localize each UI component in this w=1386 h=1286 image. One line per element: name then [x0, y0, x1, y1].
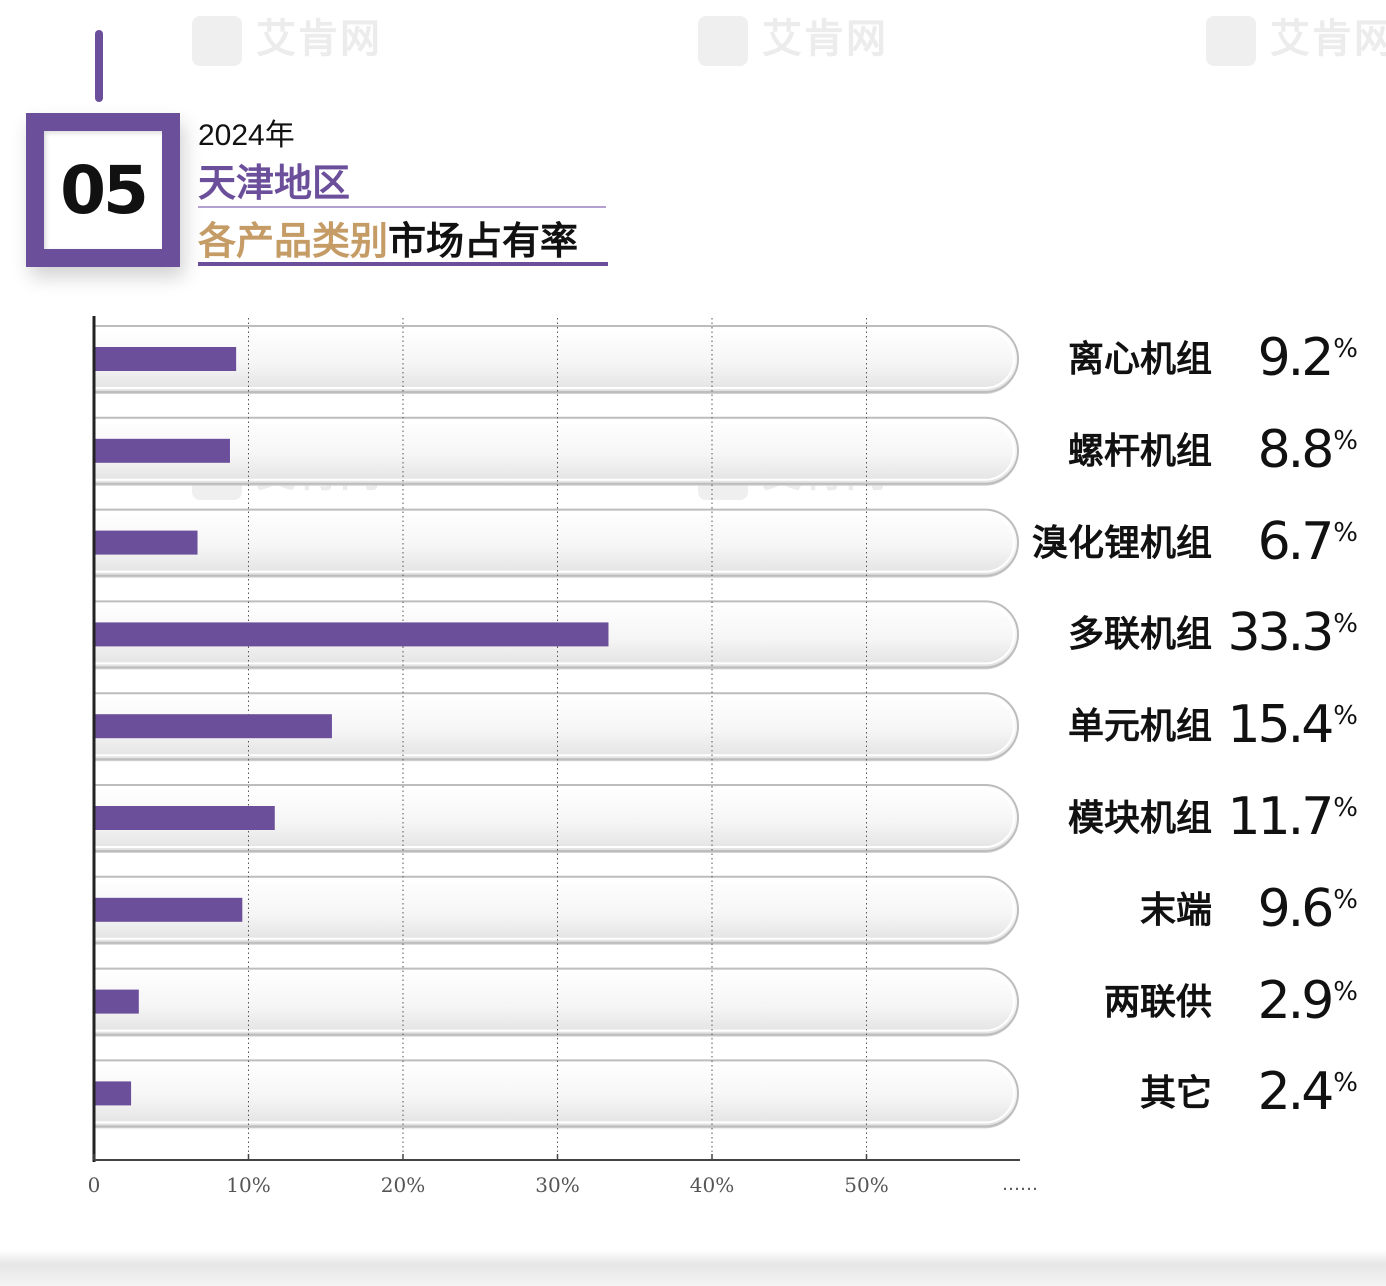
category-label: 单元机组: [1067, 705, 1212, 748]
x-tick-label: 20%: [381, 1173, 425, 1197]
category-label: 其它: [1139, 1072, 1212, 1115]
bar-4: [94, 622, 609, 647]
category-label: 模块机组: [1067, 797, 1212, 839]
value-number: 15.4: [1227, 695, 1335, 756]
title-underline: [198, 262, 608, 266]
category-label: 末端: [1139, 888, 1212, 931]
value-label: 9.6%: [1258, 883, 1358, 935]
value-number: 6.7: [1257, 511, 1335, 572]
title-divider: [198, 206, 606, 208]
value-number: 2.4: [1257, 1062, 1335, 1123]
watermark: 艾肯网: [698, 6, 888, 66]
bar-track: [93, 416, 1019, 485]
title-year: 2024年: [198, 119, 295, 152]
watermark-logo-icon: [1206, 16, 1256, 66]
bar-track: [93, 325, 1019, 393]
value-unit: %: [1333, 334, 1358, 364]
value-label: 2.4%: [1258, 1066, 1358, 1118]
value-number: 8.8: [1257, 419, 1335, 480]
category-label: 离心机组: [1067, 338, 1212, 380]
bar-track: [93, 784, 1019, 852]
watermark-logo-icon: [698, 16, 748, 66]
bar-track: [93, 508, 1019, 577]
bar-track-highlight: [94, 329, 1015, 389]
bar-5: [94, 714, 332, 739]
x-tick-label: 10%: [226, 1173, 270, 1197]
category-label: 溴化锂机组: [1031, 521, 1212, 564]
bar-7: [94, 897, 243, 922]
x-tick-label: 50%: [844, 1173, 888, 1197]
bar-track: [93, 1059, 1019, 1128]
value-unit: %: [1333, 793, 1358, 823]
bar-8: [94, 989, 139, 1014]
value-number: 11.7: [1227, 787, 1335, 847]
bar-track-highlight: [94, 1063, 1015, 1124]
category-label: 两联供: [1103, 980, 1212, 1023]
watermark: 艾肯网: [1206, 6, 1386, 66]
value-unit: %: [1333, 701, 1358, 732]
bar-track-highlight: [94, 971, 1015, 1032]
value-unit: %: [1333, 517, 1358, 548]
page-title: 各产品类别市场占有率: [198, 210, 578, 265]
value-unit: %: [1333, 884, 1358, 915]
title-part-share: 市场占有率: [388, 219, 579, 263]
category-label: 多联机组: [1067, 613, 1212, 656]
title-region: 天津地区: [198, 161, 351, 205]
section-badge: 05: [26, 113, 180, 267]
section-number: 05: [60, 151, 149, 229]
x-tick-label: 30%: [535, 1173, 579, 1197]
value-unit: %: [1333, 976, 1358, 1007]
bar-track: [93, 875, 1019, 944]
value-number: 9.2: [1257, 328, 1335, 388]
section-badge-inner: 05: [44, 131, 162, 249]
bar-track-highlight: [94, 879, 1015, 940]
value-number: 2.9: [1257, 970, 1335, 1031]
bar-track-highlight: [94, 512, 1015, 573]
bar-track-highlight: [94, 788, 1015, 848]
watermark-logo-icon: [192, 16, 242, 66]
value-unit: %: [1333, 425, 1358, 456]
value-label: 8.8%: [1258, 424, 1358, 476]
x-tick-label: 0: [88, 1173, 101, 1197]
bar-track-highlight: [94, 604, 1015, 665]
bar-track: [93, 967, 1019, 1036]
value-unit: %: [1333, 1068, 1358, 1099]
value-label: 11.7%: [1228, 791, 1359, 843]
bar-track-highlight: [94, 420, 1015, 481]
value-label: 6.7%: [1258, 516, 1358, 568]
bar-1: [94, 347, 237, 371]
bar-2: [94, 438, 230, 463]
x-tick-label: 40%: [690, 1173, 734, 1197]
x-axis-continuation: ……: [1002, 1174, 1038, 1195]
badge-stem: [95, 30, 103, 102]
bar-6: [94, 806, 275, 830]
title-part-category: 各产品类别: [198, 219, 389, 263]
value-label: 33.3%: [1228, 607, 1359, 659]
value-label: 2.9%: [1258, 975, 1358, 1027]
bar-3: [94, 530, 198, 555]
value-number: 33.3: [1227, 603, 1335, 664]
bottom-shadow: [0, 1250, 1386, 1286]
watermark: 艾肯网: [192, 6, 382, 66]
value-unit: %: [1333, 609, 1358, 640]
bar-track-highlight: [94, 696, 1015, 757]
value-number: 9.6: [1257, 878, 1335, 939]
category-label: 螺杆机组: [1067, 429, 1212, 472]
value-label: 9.2%: [1258, 332, 1358, 384]
bar-9: [94, 1081, 132, 1106]
value-label: 15.4%: [1228, 699, 1359, 751]
bar-track: [93, 692, 1019, 761]
